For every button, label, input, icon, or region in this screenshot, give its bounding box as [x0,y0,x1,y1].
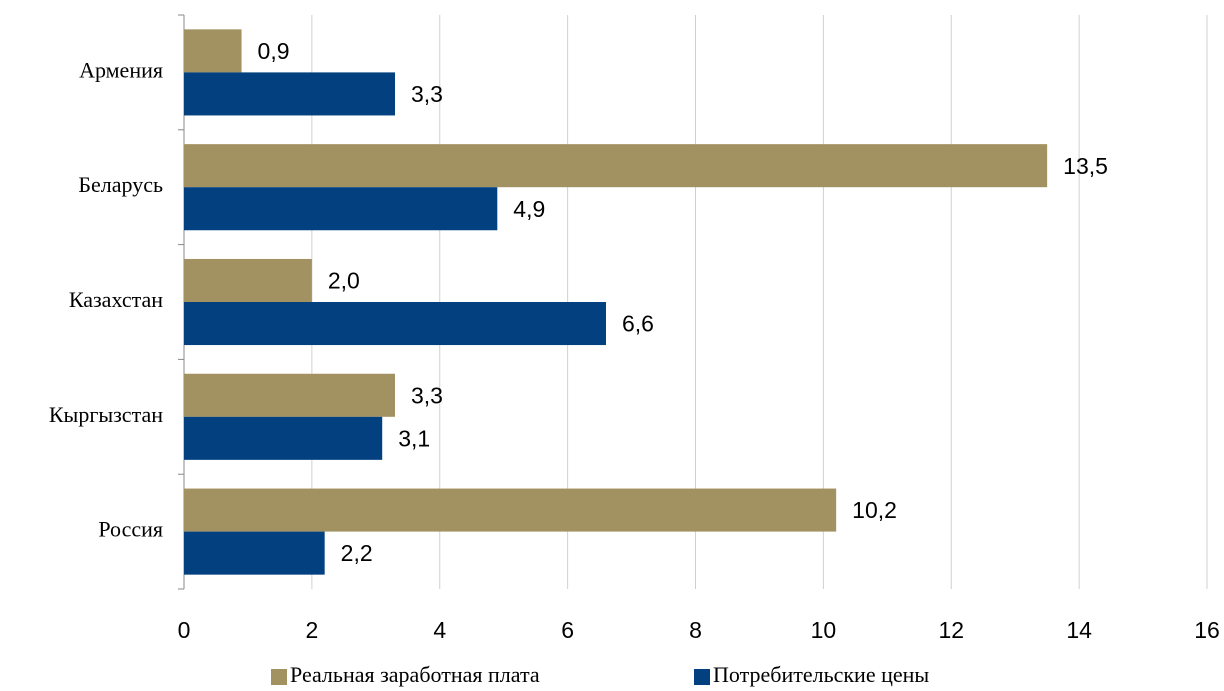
y-tick-label: Беларусь [78,172,163,197]
x-tick-label: 10 [811,617,837,643]
data-label: 2,2 [341,540,373,566]
y-tick-label: Кыргызстан [49,402,163,427]
data-label: 4,9 [513,196,545,222]
bar [184,72,395,116]
y-tick-label: Армения [79,57,163,82]
x-tick-label: 0 [178,617,191,643]
x-tick-label: 2 [305,617,318,643]
data-label: 2,0 [328,268,360,294]
x-tick-label: 6 [561,617,574,643]
y-tick-label: Казахстан [69,287,163,312]
data-label: 3,3 [411,382,443,408]
bar [184,373,395,417]
bar [184,29,242,73]
data-label: 10,2 [852,497,897,523]
y-tick-label: Россия [98,517,163,542]
data-label: 0,9 [258,38,290,64]
bar [184,302,606,346]
x-tick-label: 8 [689,617,702,643]
bar [184,488,837,532]
data-label: 3,1 [398,425,430,451]
x-tick-label: 16 [1194,617,1220,643]
legend-swatch [694,669,710,685]
legend-swatch [271,669,287,685]
bar [184,258,312,302]
bar [184,187,498,231]
x-tick-label: 12 [938,617,964,643]
data-label: 6,6 [622,311,654,337]
legend-label: Реальная заработная плата [290,662,540,687]
x-tick-label: 14 [1066,617,1092,643]
data-label: 13,5 [1063,153,1108,179]
data-label: 3,3 [411,81,443,107]
bar [184,531,325,575]
bar [184,144,1048,188]
bar [184,416,383,460]
x-tick-label: 4 [433,617,446,643]
legend-label: Потребительские цены [713,662,929,687]
